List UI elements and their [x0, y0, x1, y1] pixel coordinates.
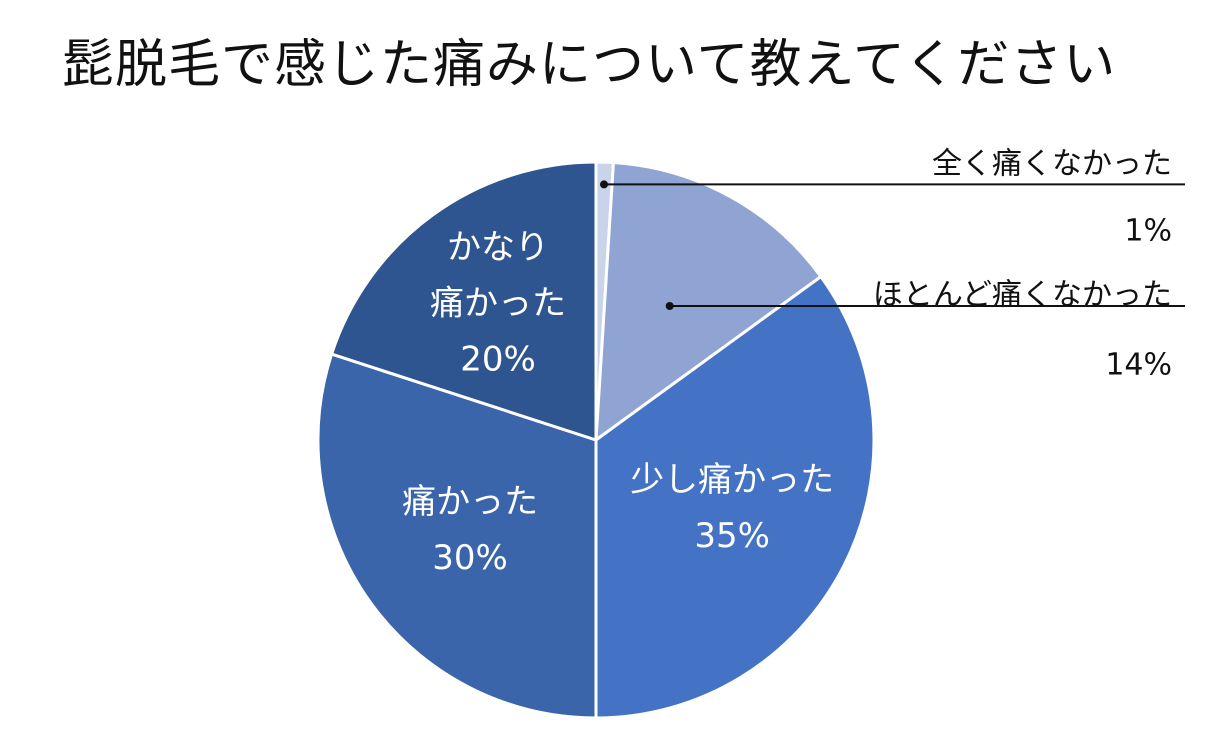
- pie-slices: [316, 160, 876, 720]
- slice-5-value-label: 20%: [460, 340, 536, 380]
- slice-3-value-label: 35%: [694, 516, 770, 556]
- slice-4: [316, 352, 598, 720]
- chart-title: 髭脱毛で感じた痛みについて教えてください: [62, 35, 1117, 95]
- slice-1-value-label: 1%: [1124, 214, 1172, 249]
- slice-2-value-label: 14%: [1105, 348, 1172, 383]
- slice-1-name-label: 全く痛くなかった: [932, 147, 1172, 182]
- slice-5: [329, 160, 598, 443]
- leader-lines: [600, 180, 1185, 310]
- slice-3-name-label: 少し痛かった: [630, 460, 834, 500]
- slice-4-name-label: 痛かった: [402, 482, 538, 522]
- slice-5-name-label: かなり: [447, 228, 549, 268]
- slice-3: [594, 274, 876, 720]
- slice-labels: 全く痛くなかった 1% ほとんど痛くなかった 14% 少し痛かった 35% 痛かった 30% か…: [402, 147, 1172, 579]
- slice-2: [594, 160, 824, 444]
- slice-2-name-label: ほとんど痛くなかった: [873, 278, 1172, 313]
- slice-4-value-label: 30%: [432, 538, 508, 578]
- slice-5-name-label: 痛かった: [430, 284, 566, 324]
